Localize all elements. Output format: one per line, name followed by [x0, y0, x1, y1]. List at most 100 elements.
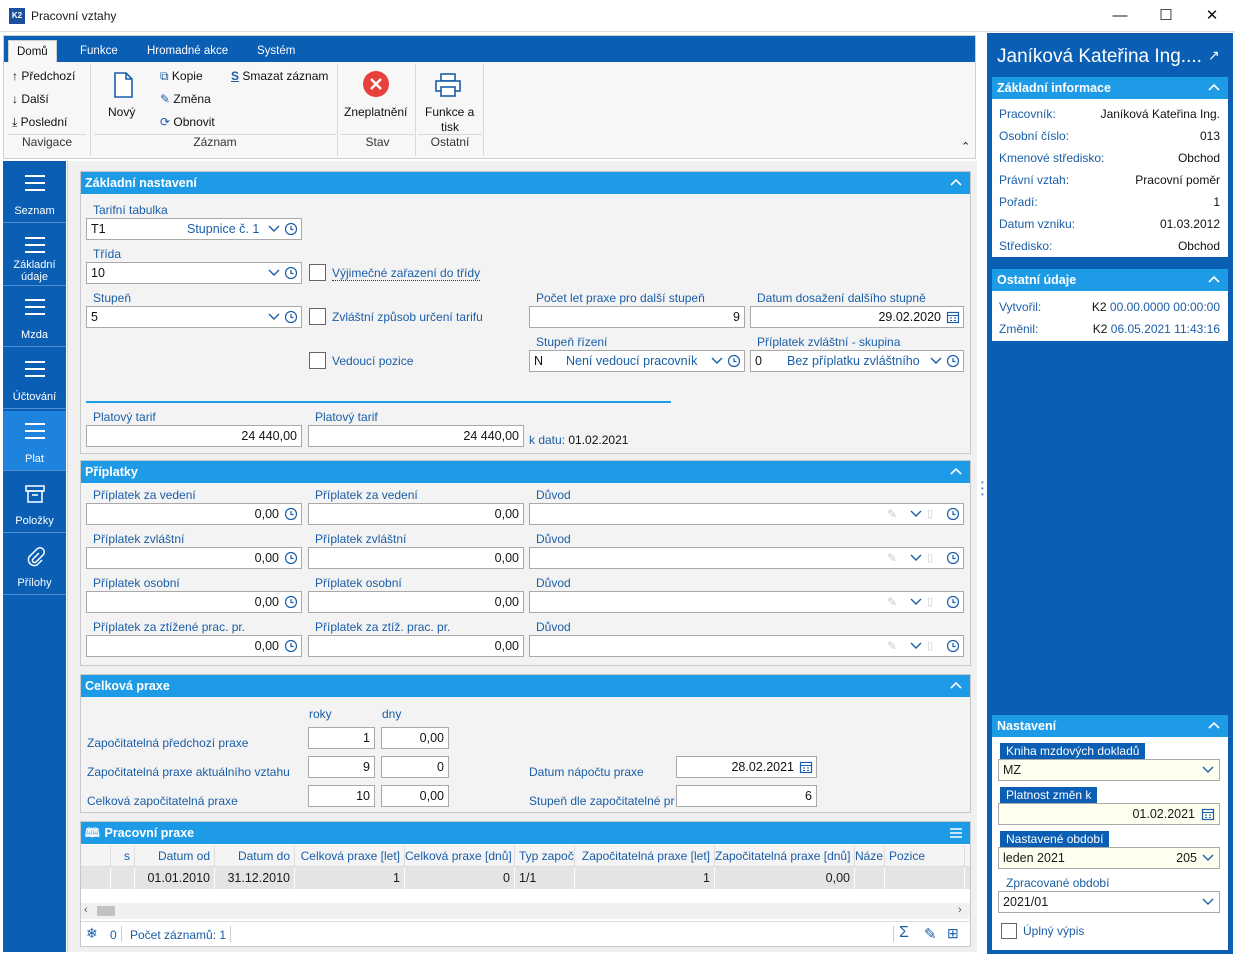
section-header[interactable]: Příplatky [81, 461, 970, 483]
history-icon [284, 551, 298, 565]
panel-header[interactable]: Základní informace [992, 77, 1228, 99]
bonus-amount-field[interactable]: 0,00 [308, 503, 524, 525]
change-button[interactable]: ✎ Změna [160, 92, 211, 106]
last-button[interactable]: ⤓ Poslední [12, 115, 68, 129]
tab-home[interactable]: Domů [8, 40, 57, 62]
calc-date-field[interactable]: 28.02.2021 [676, 756, 817, 778]
collapse-ribbon-icon[interactable]: ⌃ [961, 141, 971, 153]
salary-tariff-field-2[interactable]: 24 440,00 [308, 425, 524, 447]
grid-header-cell[interactable]: Typ započ [515, 845, 575, 867]
menu-icon[interactable] [948, 825, 964, 841]
grade-field[interactable]: 5 [86, 306, 302, 328]
prev-years-field[interactable]: 1 [308, 727, 375, 749]
grade-by-practice-field[interactable]: 6 [676, 785, 817, 807]
splitter-handle[interactable]: • • • [981, 478, 984, 499]
info-row: Pořadí: 1 [999, 195, 1220, 209]
grid-header-cell[interactable]: Celková praxe [let] [295, 845, 405, 867]
grid-header-cell[interactable]: s [111, 845, 135, 867]
panel-header[interactable]: Nastavení [992, 715, 1228, 737]
grid-header-cell[interactable] [81, 845, 111, 867]
tariff-table-field[interactable]: T1 Stupnice č. 1 [86, 218, 302, 240]
nav-item-attachments[interactable]: Přílohy [3, 535, 66, 595]
grid-header-cell[interactable]: Datum do [215, 845, 295, 867]
curr-years-field[interactable]: 9 [308, 756, 375, 778]
processed-period-field[interactable]: 2021/01 [998, 891, 1220, 913]
nav-item-list[interactable]: Seznam [3, 163, 66, 223]
period-label: Nastavené období [1000, 831, 1110, 847]
add-row-icon[interactable]: ⊞ [947, 925, 959, 941]
salary-tariff-field-1[interactable]: 24 440,00 [86, 425, 302, 447]
list-icon [25, 299, 45, 315]
section-header[interactable]: Celková praxe [81, 675, 970, 697]
nav-item-items[interactable]: Položky [3, 473, 66, 533]
tab-system[interactable]: Systém [257, 45, 296, 57]
reason-field[interactable]: ✎ ▯ [529, 635, 964, 657]
date-next-field[interactable]: 29.02.2020 [750, 306, 964, 328]
grid-header-cell[interactable]: Pozice [885, 845, 965, 867]
edit-icon[interactable]: ✎ [924, 926, 937, 943]
period-field[interactable]: leden 2021 205 [998, 847, 1220, 869]
nav-item-wage[interactable]: Mzda [3, 287, 66, 347]
grid-header-cell[interactable]: Datum od [135, 845, 215, 867]
sum-icon[interactable]: Σ [899, 924, 909, 941]
years-next-field[interactable]: 9 [529, 306, 745, 328]
print-button[interactable] [434, 72, 462, 101]
grid-header-cell[interactable]: Započitatelná praxe [dnů] [715, 845, 855, 867]
grid-header-cell[interactable]: Započitatelná praxe [let] [575, 845, 715, 867]
practice-section: Celková praxe roky dny Započitatelná pře… [80, 674, 971, 813]
scrollbar-thumb[interactable] [97, 906, 115, 916]
nav-item-salary[interactable]: Plat [3, 411, 66, 471]
total-years-field[interactable]: 10 [308, 785, 375, 807]
snowflake-icon[interactable]: ❄ [86, 925, 98, 941]
reason-field[interactable]: ✎ ▯ [529, 591, 964, 613]
curr-days-field[interactable]: 0 [381, 756, 449, 778]
minimize-button[interactable]: — [1112, 7, 1128, 24]
manager-checkbox[interactable] [309, 352, 326, 369]
nav-item-accounting[interactable]: Účtování [3, 349, 66, 409]
prev-days-field[interactable]: 0,00 [381, 727, 449, 749]
grid-header-cell[interactable]: Celková praxe [dnů] [405, 845, 515, 867]
scroll-right-icon[interactable]: › [958, 904, 962, 916]
next-button[interactable]: ↓ Další [12, 92, 49, 106]
nav-item-basic-data[interactable]: Základní údaje [3, 225, 66, 286]
reason-field[interactable]: ✎ ▯ [529, 547, 964, 569]
total-days-field[interactable]: 0,00 [381, 785, 449, 807]
copy-button[interactable]: ⧉ Kopie [160, 69, 203, 83]
exceptional-checkbox[interactable] [309, 264, 326, 281]
panel-header[interactable]: Ostatní údaje [992, 269, 1228, 291]
open-external-icon[interactable]: ↗ [1208, 47, 1220, 63]
mgmt-level-field[interactable]: N Není vedoucí pracovník [529, 350, 745, 372]
invalidate-button[interactable] [362, 70, 390, 101]
validity-field[interactable]: 01.02.2021 [998, 803, 1220, 825]
invalidate-label: Zneplatnění [344, 105, 408, 119]
right-panel: Janíková Kateřina Ing.... ↗ Základní inf… [987, 33, 1233, 954]
special-tariff-checkbox[interactable] [309, 308, 326, 325]
horizontal-scrollbar[interactable]: ‹ › [81, 903, 970, 919]
delete-button[interactable]: S Smazat záznam [231, 69, 329, 83]
grid-header-cell[interactable]: Náze [855, 845, 885, 867]
class-field[interactable]: 10 [86, 262, 302, 284]
bonus-amount-field[interactable]: 0,00 [308, 591, 524, 613]
scroll-left-icon[interactable]: ‹ [84, 904, 88, 916]
maximize-button[interactable]: ☐ [1159, 7, 1173, 24]
bonus-amount-field[interactable]: 0,00 [86, 503, 302, 525]
bonus-amount-field[interactable]: 0,00 [86, 635, 302, 657]
reason-field[interactable]: ✎ ▯ [529, 503, 964, 525]
bonus-group-field[interactable]: 0 Bez příplatku zvláštního [750, 350, 964, 372]
table-row[interactable]: 01.01.2010 31.12.2010 1 0 1/1 1 0,00 [81, 867, 970, 889]
bonus-amount-field[interactable]: 0,00 [86, 547, 302, 569]
bonus-amount-field[interactable]: 0,00 [86, 591, 302, 613]
reason-label: Důvod [536, 532, 571, 546]
prev-button[interactable]: ↑ Předchozí [12, 69, 76, 83]
payroll-book-field[interactable]: MZ [998, 759, 1220, 781]
tab-functions[interactable]: Funkce [80, 45, 118, 57]
close-button[interactable]: ✕ [1205, 7, 1219, 24]
bonus-amount-field[interactable]: 0,00 [308, 547, 524, 569]
info-row: Středisko: Obchod [999, 239, 1220, 253]
bonus-amount-field[interactable]: 0,00 [308, 635, 524, 657]
new-button[interactable] [108, 72, 138, 101]
tab-bulk-actions[interactable]: Hromadné akce [147, 45, 229, 57]
section-header[interactable]: Základní nastavení [81, 172, 970, 194]
full-listing-checkbox[interactable] [1001, 923, 1017, 939]
refresh-button[interactable]: ⟳ Obnovit [160, 115, 215, 129]
